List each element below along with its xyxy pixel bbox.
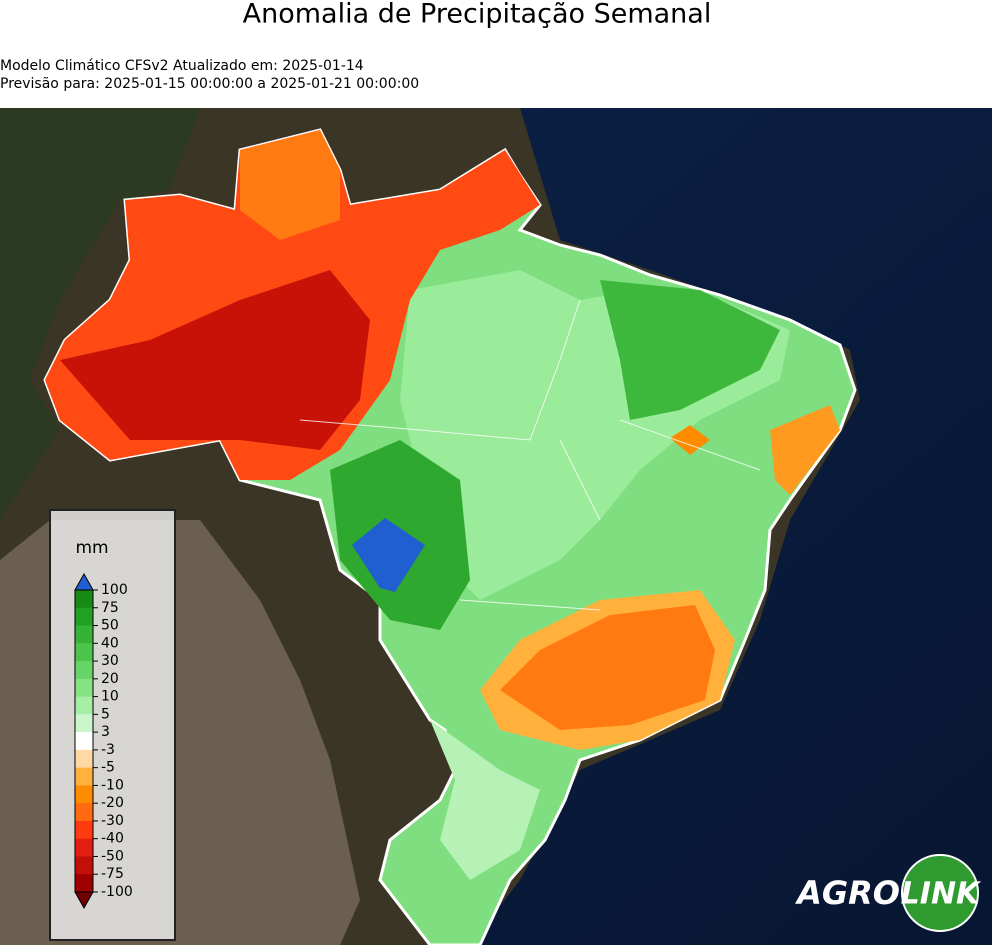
region-light <box>430 720 540 880</box>
legend-swatch <box>75 749 93 769</box>
legend-tick-label: 50 <box>101 618 119 634</box>
legend-tick-label: -3 <box>101 742 115 758</box>
legend-frame <box>74 589 94 893</box>
legend-swatch <box>75 820 93 840</box>
legend-swatch <box>75 643 93 662</box>
logo: AGRO LINK <box>794 854 982 932</box>
legend-swatch <box>75 803 93 822</box>
legend-tick-label: -40 <box>101 831 124 847</box>
subtitle: Modelo Climático CFSv2 Atualizado em: 20… <box>0 58 364 74</box>
legend-tick-label: 10 <box>101 689 119 705</box>
legend-swatch <box>75 732 93 751</box>
legend-tick-label: 3 <box>101 724 110 740</box>
region-wet <box>600 280 780 420</box>
legend-label: mm <box>75 538 108 558</box>
legend-tick-label: -10 <box>101 777 124 793</box>
region-dry <box>770 405 840 495</box>
legend-tick-label: 100 <box>101 582 128 598</box>
legend-tick-label: -50 <box>101 848 124 864</box>
legend-tick-label: 40 <box>101 635 119 651</box>
region-very-dry <box>60 270 370 450</box>
logo-text: AGRO <box>794 874 900 912</box>
legend-swatch <box>75 785 93 804</box>
land-forest <box>0 108 200 520</box>
region-dry <box>500 605 715 730</box>
legend-tick-label: 20 <box>101 671 119 687</box>
legend-tick-label: -20 <box>101 795 124 811</box>
legend-box <box>49 509 176 941</box>
map <box>0 108 992 947</box>
legend-swatch <box>75 607 93 627</box>
legend-swatch <box>75 856 93 875</box>
legend-tick-label: 75 <box>101 600 119 616</box>
legend-tick-label: -30 <box>101 813 124 829</box>
region-dry <box>670 425 710 455</box>
state-borders <box>299 299 761 611</box>
legend-swatch <box>75 767 93 786</box>
logo-circle <box>901 854 979 932</box>
region-dry <box>240 130 340 240</box>
legend-swatch <box>75 838 93 857</box>
legend-swatch <box>75 678 93 698</box>
legend-swatch <box>75 625 93 644</box>
legend-tick-label: -5 <box>101 760 115 776</box>
legend-tick-label: 5 <box>101 706 110 722</box>
logo-text: LINK <box>901 877 982 912</box>
region-very-wet <box>352 518 425 592</box>
legend-swatch <box>75 714 93 733</box>
legend-swatch <box>75 661 93 680</box>
legend-swatch <box>75 696 93 715</box>
subtitle: Previsão para: 2025-01-15 00:00:00 a 202… <box>0 76 419 92</box>
legend-tick-label: -75 <box>101 866 124 882</box>
legend-tick-label: 30 <box>101 653 119 669</box>
title: Anomalia de Precipitação Semanal <box>243 0 712 30</box>
legend-swatch <box>75 874 93 893</box>
legend-tick-label: -100 <box>101 884 133 900</box>
legend-swatch <box>75 590 93 609</box>
